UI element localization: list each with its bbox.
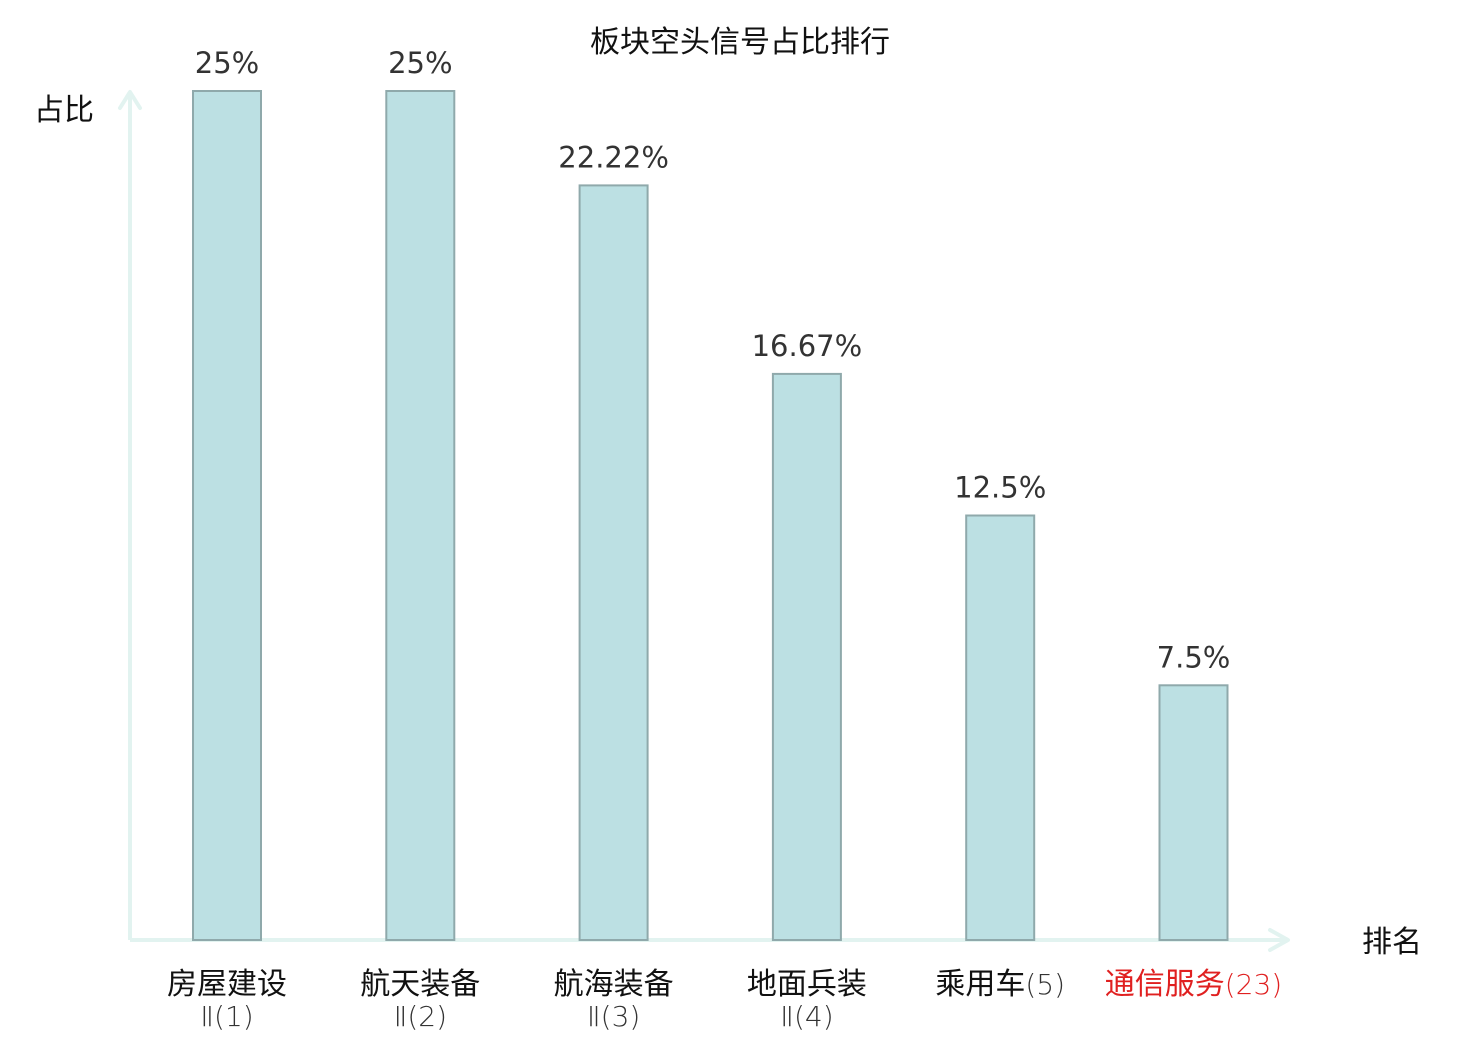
x-axis-label: 排名 bbox=[1362, 925, 1422, 960]
value-label-6: 7.5% bbox=[1157, 640, 1231, 674]
value-label-1: 25% bbox=[195, 46, 259, 80]
category-label-6: 通信服务(23) bbox=[1105, 967, 1282, 1002]
category-rank-6: (23) bbox=[1225, 968, 1282, 1001]
value-labels: 25% 25% 22.22% 16.67% 12.5% 7.5% bbox=[195, 46, 1231, 674]
category-label-5: 乘用车(5) bbox=[935, 967, 1065, 1002]
bar-3 bbox=[578, 184, 649, 941]
category-rank-5: (5) bbox=[1025, 968, 1065, 1001]
category-rank-1: Ⅱ(1) bbox=[200, 1000, 253, 1033]
value-label-2: 25% bbox=[388, 46, 452, 80]
category-rank-3: Ⅱ(3) bbox=[587, 1000, 640, 1033]
category-label-2: 航天装备 bbox=[360, 967, 480, 1002]
y-axis-label: 占比 bbox=[34, 93, 94, 128]
bar-series bbox=[192, 90, 1229, 941]
bar-4 bbox=[771, 372, 842, 941]
category-label-1: 房屋建设 bbox=[167, 967, 287, 1002]
category-label-6-name: 通信服务 bbox=[1105, 967, 1225, 1002]
category-label-3: 航海装备 bbox=[554, 967, 674, 1002]
value-label-3: 22.22% bbox=[558, 140, 669, 174]
category-rank-4: Ⅱ(4) bbox=[780, 1000, 833, 1033]
x-axis-arrow bbox=[1268, 928, 1290, 952]
category-rank-2: Ⅱ(2) bbox=[394, 1000, 447, 1033]
value-label-5: 12.5% bbox=[954, 471, 1046, 505]
chart-title: 板块空头信号占比排行 bbox=[590, 25, 890, 60]
chart-axes bbox=[118, 90, 1290, 952]
y-axis-arrow bbox=[118, 90, 142, 110]
category-label-4: 地面兵装 bbox=[747, 967, 867, 1002]
bar-6 bbox=[1158, 684, 1229, 941]
bar-2 bbox=[385, 90, 456, 941]
bar-1 bbox=[192, 90, 262, 941]
bar-5 bbox=[965, 514, 1036, 941]
category-label-5-name: 乘用车 bbox=[935, 967, 1025, 1002]
value-label-4: 16.67% bbox=[752, 329, 863, 363]
